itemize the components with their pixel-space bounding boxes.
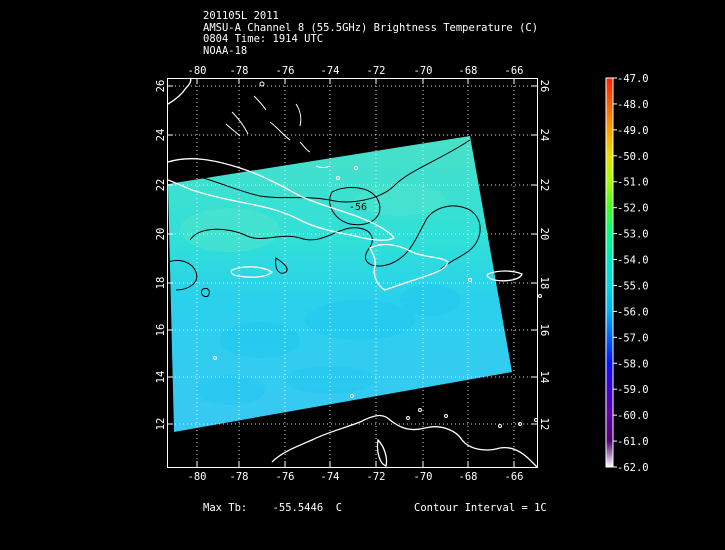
map-header: 201105L 2011 AMSU-A Channel 8 (55.5GHz) B…: [203, 10, 539, 57]
contour-lines: [167, 139, 481, 297]
colorbar-label: -57.0: [617, 332, 649, 344]
lon-label-bottom: -74: [321, 471, 340, 483]
cuba-coast: [167, 158, 395, 241]
colorbar-label: -60.0: [617, 410, 649, 422]
lon-label-bottom: -72: [367, 471, 386, 483]
colorbar-label: -61.0: [617, 436, 649, 448]
islands: [213, 81, 542, 428]
puerto-rico-coast: [486, 270, 523, 282]
colorbar-label: -55.0: [617, 280, 649, 292]
lon-label-top: -76: [276, 65, 295, 77]
lat-label-right: 16: [538, 324, 550, 337]
lat-label-left: 18: [155, 277, 167, 290]
lon-label-bottom: -78: [230, 471, 249, 483]
max-tb-label: Max Tb:: [203, 502, 248, 514]
lat-label-left: 16: [155, 324, 167, 337]
product-title: AMSU-A Channel 8 (55.5GHz) Brightness Te…: [203, 21, 539, 34]
swath-texture: [195, 284, 460, 405]
colorbar-label: -62.0: [617, 462, 649, 474]
colorbar-label: -58.0: [617, 358, 649, 370]
lon-label-top: -72: [367, 65, 386, 77]
coastlines: [167, 77, 538, 468]
max-tb-value: -55.5446: [272, 502, 324, 514]
lat-label-right: 14: [538, 371, 550, 384]
lat-label-right: 26: [538, 80, 550, 93]
max-tb-unit: C: [335, 502, 343, 514]
colorbar-label: -52.0: [617, 203, 649, 215]
lat-label-left: 26: [155, 80, 167, 93]
jamaica-coast: [230, 266, 274, 278]
lat-label-right: 12: [538, 418, 550, 431]
colorbar-scale: [605, 77, 614, 468]
storm-id-year: 201105L 2011: [203, 10, 279, 22]
colorbar-label: -59.0: [617, 384, 649, 396]
colorbar-label: -47.0: [617, 73, 649, 85]
florida-coast: [167, 77, 192, 105]
lat-label-left: 12: [155, 418, 167, 431]
lat-label-left: 20: [155, 228, 167, 241]
colorbar-label: -51.0: [617, 177, 649, 189]
lon-label-bottom: -68: [459, 471, 478, 483]
lake-maracaibo: [376, 438, 388, 467]
lon-label-bottom: -66: [505, 471, 524, 483]
lon-label-bottom: -76: [276, 471, 295, 483]
lat-label-right: 18: [538, 277, 550, 290]
lon-label-bottom: -70: [414, 471, 433, 483]
lat-label-left: 24: [155, 129, 167, 142]
colorbar-label: -50.0: [617, 151, 649, 163]
lon-label-bottom: -80: [188, 471, 207, 483]
lon-label-top: -68: [459, 65, 478, 77]
contour-interval: Contour Interval = 1C: [414, 502, 547, 514]
colorbar-label: -53.0: [617, 229, 649, 241]
lon-label-top: -74: [321, 65, 340, 77]
map-frame: [167, 78, 538, 468]
frame-ticks: [167, 78, 537, 467]
graticule: [167, 78, 537, 467]
max-tb-readout: Max Tb: -55.5446 C: [203, 502, 342, 514]
lat-label-left: 14: [155, 371, 167, 384]
lat-label-right: 20: [538, 228, 550, 241]
colorbar: -47.0 -48.0 -49.0 -50.0 -51.0 -52.0 -53.0 -54.0…: [605, 73, 649, 474]
lat-label-left: 22: [155, 179, 167, 192]
colorbar-label: -49.0: [617, 125, 649, 137]
satellite-name: NOAA-18: [203, 44, 248, 57]
lon-label-top: -70: [414, 65, 433, 77]
hispaniola-coast: [369, 243, 449, 291]
date-time: 0804 Time: 1914 UTC: [203, 33, 324, 45]
contour-label: -56: [349, 202, 367, 213]
colorbar-label: -54.0: [617, 255, 649, 267]
lon-label-top: -78: [230, 65, 249, 77]
lon-label-top: -80: [188, 65, 207, 77]
lon-label-top: -66: [505, 65, 524, 77]
lat-label-right: 24: [538, 129, 550, 142]
colorbar-label: -48.0: [617, 99, 649, 111]
south-america-coast: [271, 414, 538, 468]
lat-label-right: 22: [538, 179, 550, 192]
colorbar-label: -56.0: [617, 306, 649, 318]
